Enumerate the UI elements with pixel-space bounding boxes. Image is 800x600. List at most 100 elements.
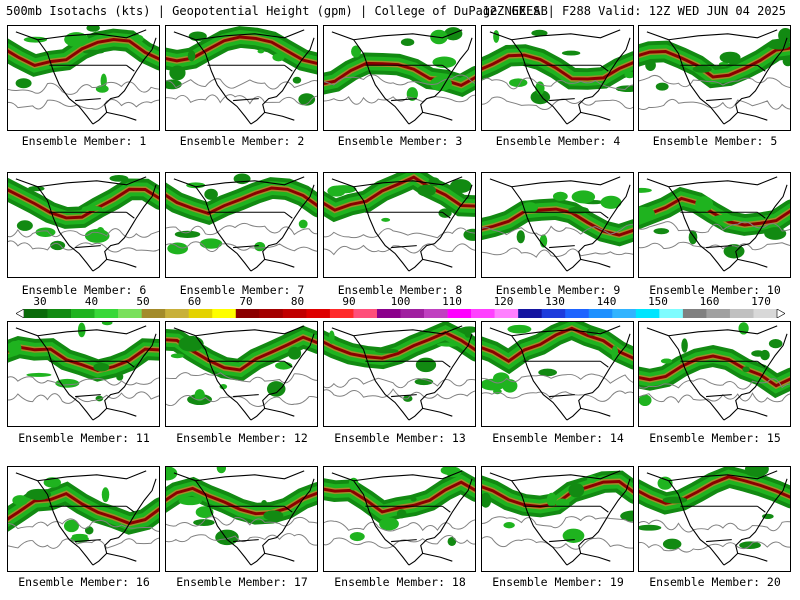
isotach-cell: [657, 476, 673, 490]
isotach-cell: [166, 467, 178, 481]
height-contour: [639, 541, 790, 553]
colorbar-tick-label: 50: [136, 295, 150, 308]
height-contour: [639, 74, 790, 88]
isotach-cell: [204, 188, 218, 200]
colorbar-swatch: [635, 309, 660, 318]
height-contour: [8, 228, 159, 239]
colorbar-swatch: [447, 309, 472, 318]
colorbar-swatch: [376, 309, 401, 318]
coastline-borders: [173, 176, 315, 272]
ensemble-map: [639, 27, 790, 125]
isotach-cell: [464, 327, 472, 338]
isotach-jet-band: [166, 26, 317, 75]
isotach-cell: [96, 227, 105, 238]
colorbar-min-arrow: [16, 309, 25, 318]
colorbar-swatch: [47, 309, 72, 318]
height-contour: [324, 243, 475, 256]
isotach-cell: [437, 342, 462, 347]
isotach-jet-band: [639, 186, 790, 236]
colorbar-tick-label: 90: [342, 295, 356, 308]
coastline-borders: [489, 29, 631, 125]
ensemble-member-map: [481, 172, 634, 278]
isotach-cell: [84, 526, 94, 535]
coastline-borders: [15, 176, 157, 272]
isotach-cell: [50, 240, 66, 251]
colorbar-swatch: [424, 309, 448, 318]
isotach-jet-band: [639, 467, 790, 515]
colorbar-swatch: [588, 309, 613, 318]
ensemble-map: [8, 470, 159, 566]
isotach-cell: [257, 49, 265, 54]
height-contour: [482, 96, 633, 111]
ensemble-member-label: Ensemble Member: 15: [649, 431, 781, 445]
isotach-cell: [170, 353, 184, 359]
colorbar-swatch: [706, 309, 731, 318]
colorbar-swatch: [94, 309, 119, 318]
colorbar-tick-label: 120: [493, 295, 514, 308]
coastline-borders: [331, 325, 473, 421]
isotach-cell: [272, 53, 285, 62]
isotach-cell: [298, 93, 316, 106]
height-contour: [8, 98, 159, 110]
ensemble-map: [324, 173, 475, 272]
ensemble-map: [639, 322, 790, 421]
isotach-cell: [16, 220, 33, 231]
ensemble-member-map: [638, 172, 791, 278]
isotach-jet-band: [8, 177, 159, 229]
ensemble-member-label: Ensemble Member: 8: [337, 283, 463, 297]
ensemble-map: [166, 467, 317, 566]
isotach-cell: [86, 26, 100, 32]
isotach-cell: [263, 510, 284, 521]
isotach-cell: [81, 205, 103, 212]
isotach-jet-band: [324, 52, 475, 98]
isotach-cell: [502, 379, 518, 393]
isotach-cell: [400, 38, 415, 47]
ensemble-map: [166, 173, 317, 272]
ensemble-member-map: [481, 466, 634, 572]
ensemble-member-map: [7, 466, 160, 572]
isotach-cell: [463, 228, 475, 241]
height-contour: [166, 241, 317, 252]
isotach-jet-band: [324, 173, 475, 223]
isotach-cell: [186, 182, 206, 189]
ensemble-map: [482, 176, 633, 272]
isotach-jet-band: [639, 37, 790, 89]
coastline-borders: [173, 470, 315, 566]
isotach-cell: [688, 230, 698, 245]
colorbar-tick-label: 30: [33, 295, 47, 308]
isotach-cell: [93, 362, 110, 372]
height-contour: [482, 515, 633, 529]
isotach-cell: [292, 76, 302, 84]
isotach-cell: [440, 60, 450, 66]
isotach-cell: [169, 65, 186, 81]
coastline-borders: [489, 470, 631, 566]
ensemble-member-map: [638, 25, 791, 131]
isotach-cell: [216, 467, 227, 474]
ensemble-member-map: [7, 25, 160, 131]
coastline-borders: [331, 470, 473, 566]
isotach-cell: [12, 495, 28, 506]
coastline-borders: [173, 325, 315, 421]
height-contour: [639, 241, 790, 251]
ensemble-member-label: Ensemble Member: 9: [495, 283, 621, 297]
colorbar-swatch: [659, 309, 684, 318]
isotach-cell: [349, 532, 365, 542]
isotach-cell: [298, 219, 308, 229]
header-left-title: 500mb Isotachs (kts) | Geopotential Heig…: [6, 4, 548, 18]
coastline-borders: [15, 470, 157, 566]
colorbar-swatch: [612, 309, 637, 318]
isotach-cell: [493, 30, 500, 43]
isotach-cell: [26, 372, 52, 377]
isotach-cell: [660, 358, 673, 364]
isotach-jet-band: [482, 322, 633, 375]
ensemble-member-map: [638, 321, 791, 427]
isotach-cell: [624, 71, 633, 79]
isotach-cell: [101, 322, 113, 326]
isotach-cell: [445, 467, 462, 478]
isotach-cell: [562, 528, 585, 543]
height-contour: [8, 537, 159, 549]
isotach-cell: [655, 82, 669, 91]
colorbar-swatch: [306, 309, 331, 318]
coastline-borders: [646, 176, 788, 272]
isotach-cell: [586, 327, 598, 336]
